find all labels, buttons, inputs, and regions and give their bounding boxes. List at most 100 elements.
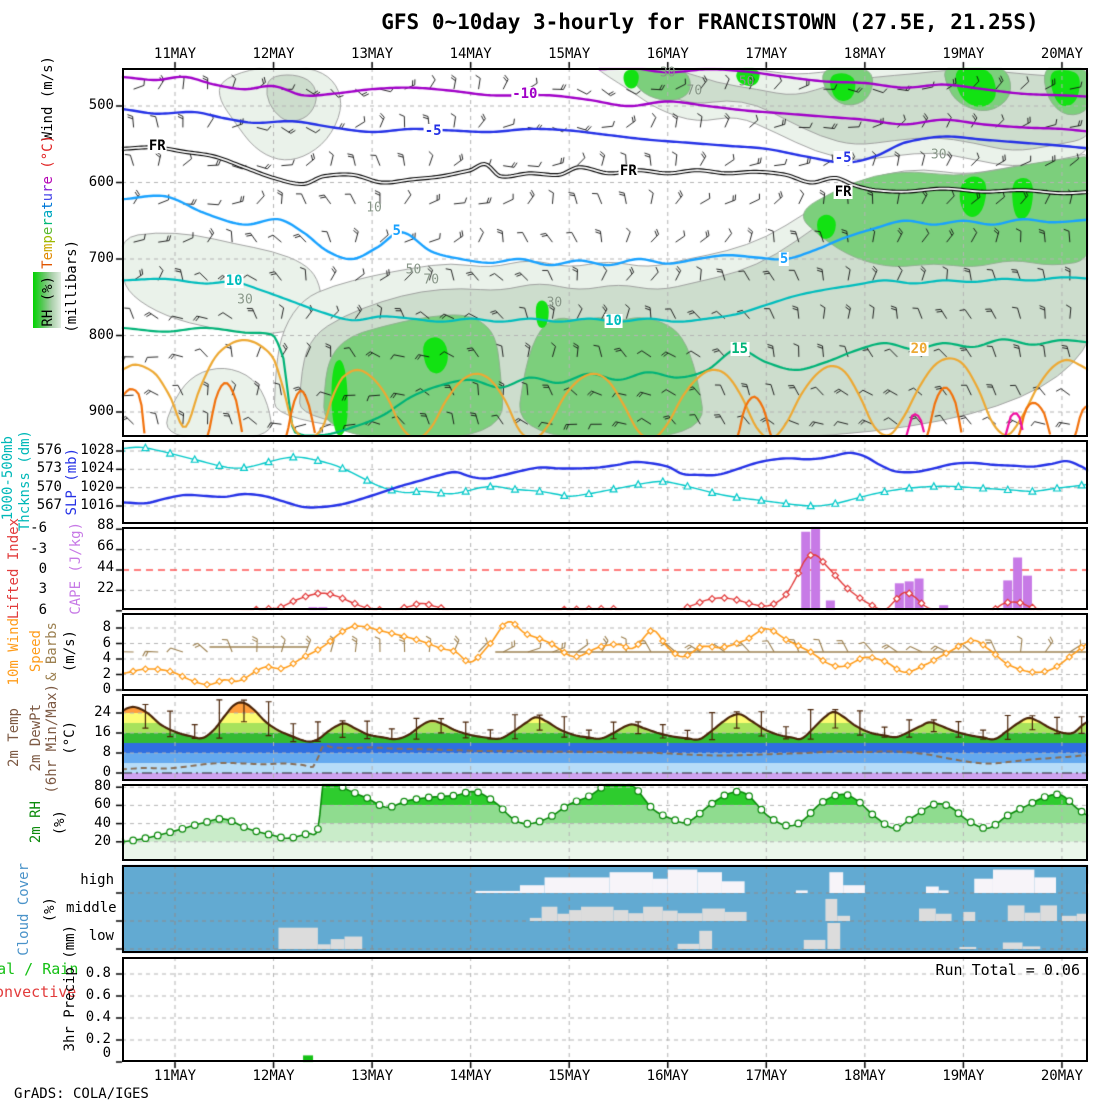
wind-tick-label: 2 [102, 665, 111, 682]
contour-label-FR: FR [147, 137, 167, 154]
temperature-label-letter: m [40, 243, 56, 252]
rh-contour-label: 30 [237, 292, 253, 308]
slp-tick-label: 1024 [80, 460, 114, 477]
cape-tick-label: 88 [97, 517, 114, 533]
panel-upper-air [122, 68, 1088, 437]
upper-wind-axis-label: Wind (m/s) [40, 56, 56, 141]
wind-tick-label: 6 [102, 634, 111, 651]
temperature-label-letter: u [40, 192, 56, 202]
date-label-top: 12MAY [252, 46, 295, 62]
rh-contour-label: 50 [738, 74, 755, 90]
date-label-top: 17MAY [745, 46, 788, 62]
precip-convective-label: Convective [0, 983, 77, 1001]
wind10m-barbs-label: & Barbs [44, 622, 60, 682]
contour-label-FR: FR [833, 183, 853, 200]
date-label-top: 16MAY [646, 46, 689, 62]
lifted-index-tick-label: 0 [38, 561, 47, 577]
precip-total-rain-label: Total / Rain [0, 960, 79, 978]
grads-credit: GrADS: COLA/IGES [14, 1086, 149, 1100]
cloud-level-label: middle [66, 900, 117, 916]
rh2m-axis-label: 2m RH [28, 801, 44, 844]
precip-tick-label: 0.6 [85, 987, 111, 1003]
rh-tick-label: 60 [94, 796, 111, 813]
cloud-level-label: low [88, 928, 114, 944]
run-total-label: Run Total = 0.06 [935, 961, 1081, 979]
contour-label-5: 5 [391, 223, 402, 240]
date-label-bottom: 18MAY [843, 1068, 886, 1084]
rh-contour-label: 30 [659, 65, 676, 81]
upper-degc-axis-label: (°C) [40, 135, 56, 169]
thickness-tick-label: 570 [36, 478, 62, 495]
wind-tick-label: 0 [102, 681, 111, 697]
thickness-tick-label: 576 [36, 442, 62, 458]
contour-label--10: -10 [511, 85, 539, 102]
temperature-label-letter: e [40, 226, 56, 236]
date-label-top: 19MAY [942, 46, 985, 62]
rh-contour-label: 30 [546, 295, 563, 311]
cape-tick-label: 44 [97, 559, 114, 575]
date-label-bottom: 14MAY [449, 1068, 492, 1084]
pressure-tick-label: 900 [88, 403, 114, 419]
temperature-label-letter: a [40, 209, 56, 219]
rh-contour-label: 30 [930, 147, 947, 163]
temp-tick-label: 16 [94, 724, 111, 740]
date-label-bottom: 17MAY [745, 1068, 788, 1084]
temp2m-axis-label-2: 2m DewPt [28, 704, 44, 772]
wind-tick-label: 8 [102, 619, 111, 635]
temp2m-minmax-label: (6hr Min/Max) [44, 684, 60, 794]
date-label-top: 14MAY [449, 46, 492, 62]
panel-slp-thickness [122, 440, 1088, 524]
chart-title: GFS 0~10day 3-hourly for FRANCISTOWN (27… [381, 10, 1039, 34]
slp-tick-label: 1020 [80, 478, 114, 495]
temperature-label-letter: e [40, 176, 56, 185]
panel-cape-lifted-index [122, 527, 1088, 610]
panel-2m-rh [122, 784, 1088, 861]
lifted-index-tick-label: -6 [30, 520, 47, 537]
precip-tick-label: 0.4 [85, 1009, 111, 1025]
cloud-unit-label: (%) [42, 897, 58, 923]
contour-label-20: 20 [909, 341, 929, 358]
cloud-level-label: high [80, 872, 114, 888]
rh-legend-label: RH (%) [40, 276, 56, 327]
date-label-top: 13MAY [351, 46, 394, 62]
temperature-label-letter: T [40, 260, 56, 269]
date-label-top: 11MAY [153, 46, 197, 62]
wind10m-axis-label-2: Speed [28, 630, 44, 673]
precip-tick-label: 0.8 [85, 965, 111, 981]
pressure-tick-label: 800 [88, 326, 114, 343]
precip-tick-label: 0 [102, 1045, 111, 1061]
temp-tick-label: 24 [94, 704, 111, 720]
thickness-tick-label: 567 [36, 496, 62, 513]
contour-label--5: -5 [423, 123, 443, 140]
panel-10m-wind [122, 613, 1088, 691]
contour-label-10: 10 [224, 273, 244, 290]
upper-temperature-axis-label: Temperature [40, 176, 57, 269]
thickness-tick-label: 573 [36, 460, 62, 477]
temp2m-axis-label-1: 2m Temp [6, 708, 22, 768]
slp-tick-label: 1028 [80, 442, 114, 458]
date-label-top: 15MAY [548, 46, 591, 62]
rh-contour-label: 10 [366, 200, 382, 216]
precip-tick-label: 0.2 [85, 1031, 111, 1047]
date-label-top: 20MAY [1040, 46, 1084, 62]
rh-tick-label: 40 [94, 814, 111, 831]
pressure-tick-label: 500 [88, 97, 114, 113]
temperature-label-letter: e [40, 251, 56, 261]
panel-3hr-precip [122, 957, 1088, 1062]
temperature-label-letter: r [40, 218, 56, 227]
temperature-label-letter: p [40, 235, 56, 244]
lifted-index-tick-label: 6 [38, 601, 47, 618]
date-label-top: 18MAY [843, 46, 886, 62]
temperature-label-letter: r [40, 184, 56, 193]
panel-2m-temp-dewpt [122, 694, 1088, 781]
lifted-index-tick-label: -3 [30, 540, 47, 557]
rh-contour-label: 50 [405, 262, 422, 278]
temperature-label-letter: t [40, 201, 56, 210]
rh-tick-label: 80 [94, 778, 111, 795]
date-label-bottom: 16MAY [646, 1068, 689, 1084]
panel-cloud-cover [122, 865, 1088, 953]
pressure-tick-label: 600 [88, 173, 114, 190]
temp-tick-label: 0 [102, 764, 111, 780]
